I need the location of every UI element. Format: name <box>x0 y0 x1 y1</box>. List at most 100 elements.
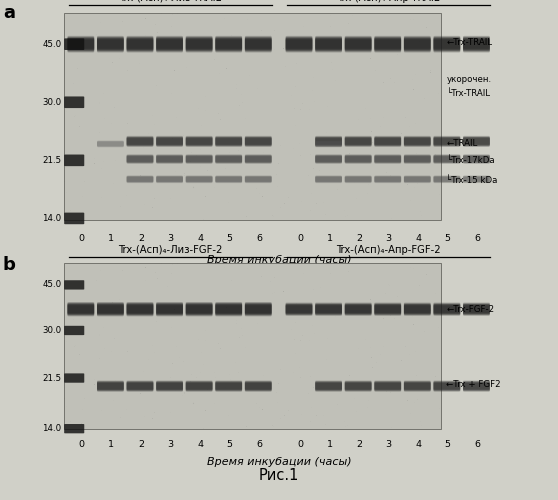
FancyBboxPatch shape <box>463 177 490 182</box>
FancyBboxPatch shape <box>156 176 183 183</box>
FancyBboxPatch shape <box>156 383 183 390</box>
FancyBboxPatch shape <box>215 154 242 164</box>
FancyBboxPatch shape <box>315 176 342 182</box>
Text: 3: 3 <box>386 234 392 242</box>
Text: 5: 5 <box>445 234 451 242</box>
FancyBboxPatch shape <box>345 382 372 390</box>
FancyBboxPatch shape <box>97 140 124 147</box>
FancyBboxPatch shape <box>315 138 342 144</box>
FancyBboxPatch shape <box>97 303 124 316</box>
FancyBboxPatch shape <box>245 137 272 146</box>
FancyBboxPatch shape <box>245 136 272 147</box>
FancyBboxPatch shape <box>186 306 213 313</box>
FancyBboxPatch shape <box>156 304 183 314</box>
FancyBboxPatch shape <box>404 302 431 316</box>
FancyBboxPatch shape <box>374 36 401 52</box>
FancyBboxPatch shape <box>215 136 242 147</box>
FancyBboxPatch shape <box>245 382 272 390</box>
FancyBboxPatch shape <box>434 155 460 164</box>
FancyBboxPatch shape <box>463 136 490 147</box>
Text: 5: 5 <box>227 440 233 449</box>
Text: 30.0: 30.0 <box>42 326 61 335</box>
FancyBboxPatch shape <box>463 38 490 51</box>
FancyBboxPatch shape <box>245 177 272 182</box>
FancyBboxPatch shape <box>245 40 272 48</box>
FancyBboxPatch shape <box>64 38 84 50</box>
FancyBboxPatch shape <box>286 304 312 315</box>
FancyBboxPatch shape <box>345 137 372 146</box>
FancyBboxPatch shape <box>404 138 431 144</box>
FancyBboxPatch shape <box>156 136 183 147</box>
FancyBboxPatch shape <box>97 140 124 147</box>
FancyBboxPatch shape <box>345 381 372 391</box>
FancyBboxPatch shape <box>97 302 124 316</box>
FancyBboxPatch shape <box>374 383 401 390</box>
FancyBboxPatch shape <box>156 306 183 313</box>
FancyBboxPatch shape <box>434 38 460 50</box>
FancyBboxPatch shape <box>404 154 431 164</box>
Text: Рис.1: Рис.1 <box>259 468 299 483</box>
FancyBboxPatch shape <box>245 306 272 313</box>
FancyBboxPatch shape <box>434 382 460 390</box>
Text: 1: 1 <box>326 440 333 449</box>
FancyBboxPatch shape <box>345 136 372 147</box>
FancyBboxPatch shape <box>68 38 94 51</box>
FancyBboxPatch shape <box>156 156 183 162</box>
FancyBboxPatch shape <box>404 136 431 146</box>
FancyBboxPatch shape <box>127 176 153 183</box>
FancyBboxPatch shape <box>245 381 272 391</box>
FancyBboxPatch shape <box>156 381 183 391</box>
FancyBboxPatch shape <box>215 136 242 146</box>
Text: 2: 2 <box>138 234 144 242</box>
Text: 0: 0 <box>297 440 303 449</box>
FancyBboxPatch shape <box>345 176 372 182</box>
FancyBboxPatch shape <box>345 38 372 51</box>
FancyBboxPatch shape <box>127 38 153 50</box>
FancyBboxPatch shape <box>245 154 272 164</box>
FancyBboxPatch shape <box>345 382 372 390</box>
FancyBboxPatch shape <box>374 381 401 391</box>
FancyBboxPatch shape <box>434 304 460 315</box>
FancyBboxPatch shape <box>186 136 213 147</box>
Text: 2: 2 <box>138 440 144 449</box>
FancyBboxPatch shape <box>64 96 84 108</box>
FancyBboxPatch shape <box>404 37 431 52</box>
FancyBboxPatch shape <box>64 424 84 434</box>
FancyBboxPatch shape <box>463 137 490 146</box>
FancyBboxPatch shape <box>404 38 431 50</box>
FancyBboxPatch shape <box>374 137 401 146</box>
FancyBboxPatch shape <box>463 136 490 146</box>
FancyBboxPatch shape <box>245 176 272 182</box>
FancyBboxPatch shape <box>374 176 401 183</box>
FancyBboxPatch shape <box>434 136 460 147</box>
FancyBboxPatch shape <box>127 381 153 391</box>
FancyBboxPatch shape <box>156 36 183 52</box>
FancyBboxPatch shape <box>186 176 213 183</box>
FancyBboxPatch shape <box>286 306 312 313</box>
FancyBboxPatch shape <box>315 177 342 182</box>
FancyBboxPatch shape <box>186 302 213 316</box>
Text: 6: 6 <box>474 440 480 449</box>
Text: 4: 4 <box>415 440 421 449</box>
FancyBboxPatch shape <box>97 304 124 314</box>
FancyBboxPatch shape <box>245 176 272 183</box>
FancyBboxPatch shape <box>315 305 342 314</box>
FancyBboxPatch shape <box>215 302 242 316</box>
FancyBboxPatch shape <box>186 304 213 314</box>
FancyBboxPatch shape <box>374 136 401 146</box>
FancyBboxPatch shape <box>97 306 124 313</box>
FancyBboxPatch shape <box>156 38 183 51</box>
FancyBboxPatch shape <box>68 304 94 314</box>
Text: 6: 6 <box>474 234 480 242</box>
FancyBboxPatch shape <box>463 306 490 313</box>
Text: Trx-(Асп)₄-Лиз-FGF-2: Trx-(Асп)₄-Лиз-FGF-2 <box>118 244 223 254</box>
FancyBboxPatch shape <box>345 304 372 315</box>
FancyBboxPatch shape <box>186 381 213 391</box>
FancyBboxPatch shape <box>127 137 153 146</box>
FancyBboxPatch shape <box>434 177 460 182</box>
FancyBboxPatch shape <box>315 140 342 147</box>
FancyBboxPatch shape <box>463 154 490 164</box>
Text: Trx-(Асп)₄-Апр-FGF-2: Trx-(Асп)₄-Апр-FGF-2 <box>336 244 441 254</box>
FancyBboxPatch shape <box>434 176 460 182</box>
FancyBboxPatch shape <box>156 156 183 162</box>
